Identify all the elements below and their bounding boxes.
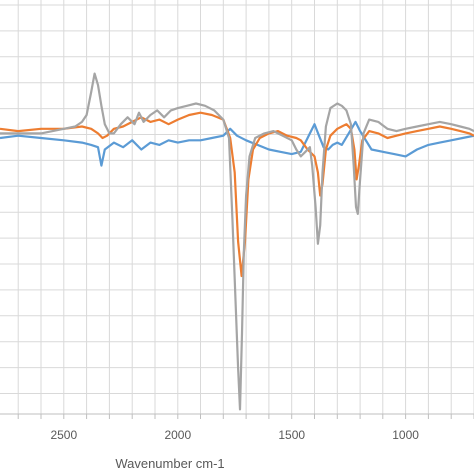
- x-tick-label: 2000: [164, 428, 191, 442]
- x-tick-label: 1000: [392, 428, 419, 442]
- series-line-3: [0, 72, 474, 411]
- x-tick-label: 2500: [50, 428, 77, 442]
- x-axis: 2500 2000 1500 1000: [0, 413, 474, 442]
- series-group: [0, 72, 474, 411]
- x-tick-label: 1500: [278, 428, 305, 442]
- series-line-2: [0, 111, 474, 278]
- x-axis-title: Wavenumber cm-1: [115, 456, 224, 471]
- series-line-1: [0, 120, 474, 167]
